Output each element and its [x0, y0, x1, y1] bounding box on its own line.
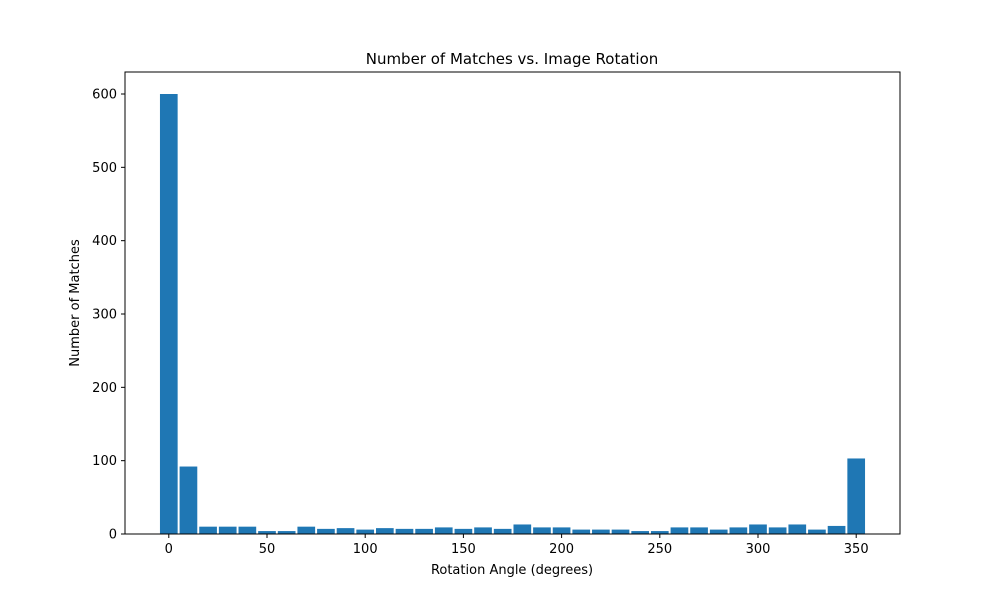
x-tick-label: 50 [259, 542, 276, 557]
y-tick-label: 300 [92, 308, 117, 323]
x-tick-label: 200 [549, 542, 574, 557]
y-tick-label: 500 [92, 161, 117, 176]
plot-frame [124, 71, 901, 535]
bar-250 [650, 531, 669, 534]
bar-40 [238, 526, 257, 534]
bar-100 [356, 529, 375, 534]
bar-90 [336, 528, 355, 534]
bar-60 [277, 531, 296, 534]
bar-340 [827, 525, 846, 534]
x-axis-ticks: 0 50 100 150 200 250 300 350 [165, 534, 869, 557]
bar-140 [434, 527, 453, 534]
bar-300 [749, 524, 767, 534]
bar-240 [631, 531, 649, 534]
bar-160 [474, 527, 492, 534]
bar-180 [513, 524, 532, 534]
bar-130 [415, 528, 433, 534]
y-tick-label: 0 [109, 528, 117, 543]
x-tick-label: 350 [844, 542, 869, 557]
bar-310 [768, 527, 787, 534]
x-tick-label: 0 [165, 542, 173, 557]
bar-200 [552, 527, 571, 534]
y-tick-label: 200 [92, 381, 117, 396]
bars-group [159, 94, 866, 534]
bar-270 [690, 527, 708, 534]
bar-50 [258, 531, 276, 534]
x-axis-label: Rotation Angle (degrees) [431, 563, 593, 578]
bar-290 [729, 527, 748, 534]
x-tick-label: 300 [746, 542, 771, 557]
bar-70 [297, 526, 316, 534]
bar-80 [317, 528, 335, 534]
bar-0 [159, 94, 178, 534]
y-axis-ticks: 0 100 200 300 400 500 600 [92, 88, 125, 543]
bar-210 [572, 529, 591, 534]
bar-150 [454, 528, 473, 534]
bar-120 [395, 528, 414, 534]
x-tick-label: 250 [647, 542, 672, 557]
bar-350 [847, 458, 866, 534]
y-tick-label: 600 [92, 88, 117, 103]
bar-30 [218, 526, 237, 534]
x-tick-label: 150 [451, 542, 476, 557]
bar-190 [533, 527, 551, 534]
bar-20 [199, 526, 217, 534]
bar-260 [670, 527, 689, 534]
bar-230 [611, 529, 630, 534]
x-tick-label: 100 [353, 542, 378, 557]
bar-220 [592, 529, 610, 534]
y-tick-label: 100 [92, 454, 117, 469]
bar-280 [709, 529, 728, 534]
bar-110 [376, 528, 394, 534]
y-axis-label: Number of Matches [68, 239, 83, 367]
bar-320 [788, 524, 807, 534]
y-tick-label: 400 [92, 234, 117, 249]
bar-170 [493, 528, 512, 534]
bar-10 [179, 466, 198, 534]
bar-330 [808, 529, 826, 534]
chart-title: Number of Matches vs. Image Rotation [366, 50, 659, 68]
